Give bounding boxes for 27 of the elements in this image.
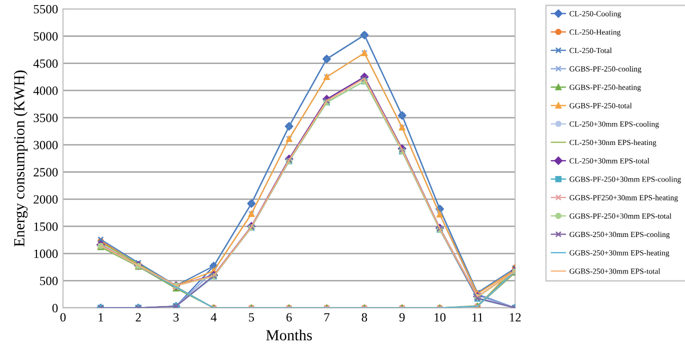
x-tick-label: 2 — [136, 313, 141, 322]
x-tick-label: 6 — [286, 313, 292, 322]
x-tick-label: 0 — [60, 313, 66, 322]
y-axis-title: Energy consumption (KWH) — [14, 70, 28, 247]
y-tick-label: 3000 — [34, 140, 58, 150]
x-tick-label: 10 — [434, 313, 446, 322]
y-tick-label: 4500 — [33, 59, 58, 68]
x-tick-label: 8 — [362, 313, 368, 322]
y-tick-label: 2500 — [34, 168, 58, 176]
y-tick-label: 3500 — [34, 114, 58, 122]
x-tick-label: 1 — [98, 313, 104, 322]
x-tick-label: 7 — [324, 313, 330, 322]
y-tick-label: 1000 — [34, 250, 58, 258]
y-tick-label: 0 — [52, 304, 58, 312]
y-tick-label: 5000 — [34, 32, 58, 41]
y-tick-label: 500 — [40, 276, 58, 286]
y-tick-label: 5500 — [34, 4, 58, 14]
x-tick-label: 5 — [248, 313, 254, 322]
x-axis-title: Months — [266, 330, 312, 340]
x-tick-label: 11 — [472, 313, 483, 322]
x-tick-label: 4 — [210, 313, 217, 322]
y-tick-label: 4000 — [33, 86, 58, 95]
y-tick-label: 1500 — [34, 222, 58, 231]
y-tick-label: 2000 — [34, 195, 58, 204]
x-tick-label: 12 — [510, 313, 521, 322]
x-tick-label: 3 — [174, 313, 179, 322]
x-tick-label: 9 — [399, 313, 405, 322]
